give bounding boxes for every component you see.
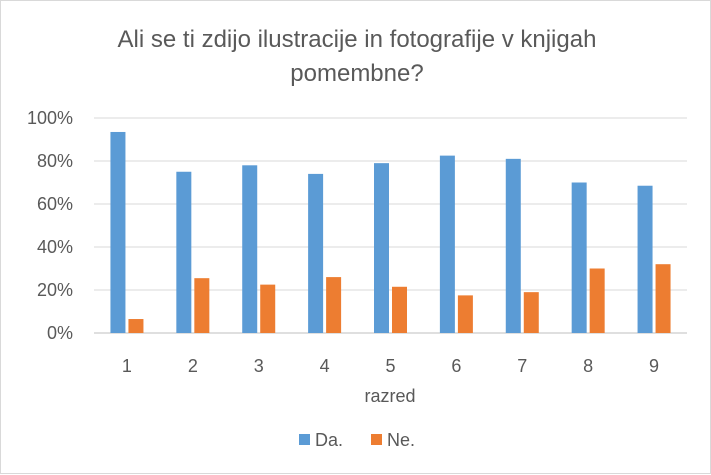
y-tick-label: 80% [37,151,73,171]
bar-ne [392,286,407,333]
bar-ne [589,268,605,333]
legend-label: Ne. [387,430,415,450]
x-tick-label: 7 [517,356,527,376]
y-tick-label: 40% [37,237,73,257]
bar-ne [457,295,473,333]
x-tick-label: 8 [583,356,593,376]
bar-da [637,185,653,333]
bar-ne [260,284,276,333]
x-tick-label: 6 [451,356,461,376]
bar-ne [655,264,671,333]
legend-label: Da. [315,430,343,450]
y-tick-label: 20% [37,280,73,300]
y-tick-label: 0% [47,323,73,343]
bar-da [176,171,192,333]
y-tick-label: 100% [27,108,73,128]
x-tick-label: 4 [320,356,330,376]
bar-da [439,155,455,333]
x-axis-tick-labels: 1 2 3 4 5 6 7 8 9 [122,356,659,376]
bar-da [242,165,258,333]
bar-da [308,173,324,333]
x-tick-label: 3 [254,356,264,376]
chart-title-line-2: pomembne? [290,60,423,87]
bar-ne [194,278,210,333]
bar-da [110,131,126,333]
x-tick-label: 1 [122,356,132,376]
chart-title-line-1: Ali se ti zdijo ilustracije in fotografi… [118,26,597,53]
y-axis-tick-labels: 0% 20% 40% 60% 80% 100% [27,108,73,343]
y-tick-label: 60% [37,194,73,214]
x-tick-label: 5 [385,356,395,376]
bar-ne [523,292,539,333]
legend: Da. Ne. [299,430,415,450]
legend-swatch [371,434,382,445]
gridlines [94,117,687,334]
bars [110,131,671,333]
bar-ne [326,277,342,333]
bar-ne [128,319,144,333]
legend-swatch [299,434,310,445]
x-tick-label: 2 [188,356,198,376]
bar-da [505,158,521,333]
x-axis-title: razred [364,386,415,406]
bar-da [374,163,389,333]
bar-da [571,182,587,333]
x-tick-label: 9 [649,356,659,376]
